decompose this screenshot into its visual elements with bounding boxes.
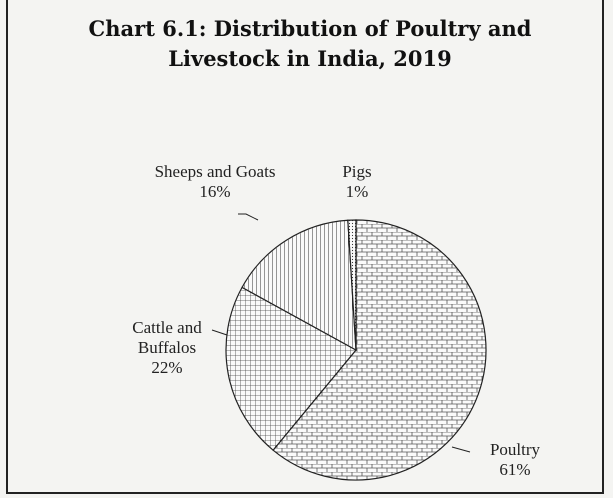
pie-slice: [347, 219, 357, 351]
value-label: 22%: [151, 358, 183, 377]
value-label: 16%: [199, 182, 231, 201]
chart-title: Chart 6.1: Distribution of Poultry and L…: [88, 16, 532, 71]
slice-label: Poultry 61%: [470, 440, 560, 480]
category-label: Sheeps and Goats: [154, 162, 276, 181]
slice-label: Sheeps and Goats 16%: [150, 162, 280, 202]
slice-label: Pigs 1%: [317, 162, 397, 202]
pie-slice: [225, 286, 357, 452]
pie-slice: [241, 219, 357, 352]
slice-label: Cattle and Buffalos 22%: [112, 318, 222, 378]
pie-slice: [272, 219, 487, 481]
value-label: 61%: [499, 460, 531, 479]
frame: [6, 0, 604, 494]
category-label: Poultry: [489, 440, 541, 459]
category-label: Cattle and Buffalos: [132, 318, 202, 357]
category-label: Pigs: [342, 162, 372, 181]
value-label: 1%: [345, 182, 369, 201]
